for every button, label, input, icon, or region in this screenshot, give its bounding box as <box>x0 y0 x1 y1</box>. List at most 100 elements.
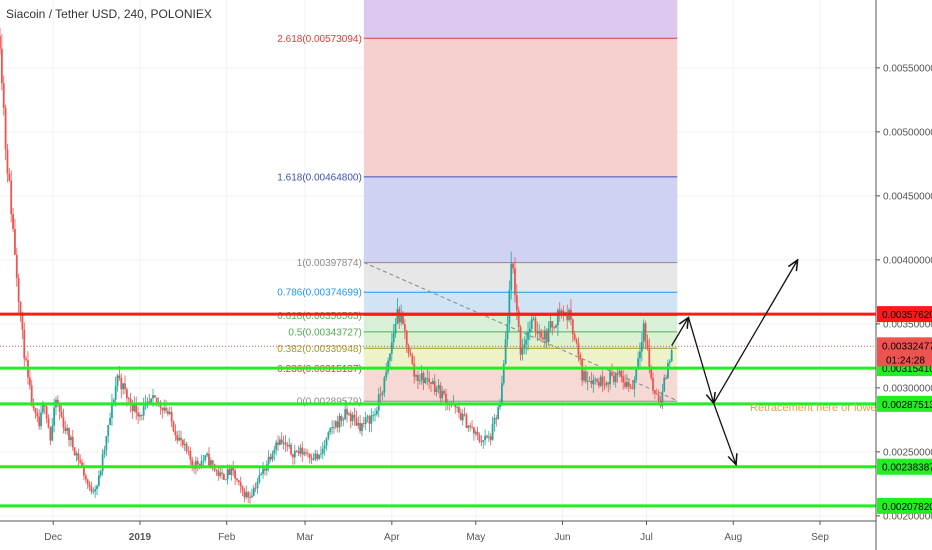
candle-body <box>603 384 606 386</box>
candle-body <box>53 407 56 426</box>
price-tag-bg <box>877 306 932 323</box>
candle-body <box>277 442 279 445</box>
candle-body <box>439 385 442 399</box>
candle-body <box>234 470 236 479</box>
candle-body <box>125 389 128 399</box>
candle-body <box>538 330 541 334</box>
candle-body <box>0 48 3 84</box>
candle-body <box>155 397 158 403</box>
annotation-text: Retracement here or lower <box>750 402 881 414</box>
candle-body <box>596 379 598 382</box>
candle-body <box>178 437 181 441</box>
candle-body <box>368 416 371 424</box>
candle-body <box>40 412 42 427</box>
candle-body <box>361 423 363 432</box>
candle-body <box>293 450 296 458</box>
candle-body <box>655 393 658 395</box>
drawings[interactable]: Retracement here or lower <box>671 260 881 465</box>
candle-body <box>456 407 459 408</box>
candle-body <box>566 312 569 321</box>
candle-body <box>124 383 126 390</box>
candle-body <box>650 369 653 379</box>
fibonacci-retracement[interactable]: 2.618(0.00573094) 1.618(0.00464800) 1(0.00… <box>277 0 678 408</box>
candle-body <box>577 342 580 355</box>
candle-body <box>116 375 119 387</box>
x-tick-label: 2019 <box>129 532 152 543</box>
candle-body <box>428 378 431 383</box>
candle-body <box>476 431 479 436</box>
y-tick-label: 0.00200000 <box>883 511 932 522</box>
candle-body <box>252 487 255 496</box>
candle-body <box>383 377 386 393</box>
candle-body <box>366 416 369 418</box>
candle-body <box>43 405 46 407</box>
candle-body <box>56 399 59 405</box>
candle-body <box>221 472 223 475</box>
candle-body <box>51 425 54 441</box>
candle-body <box>502 363 505 384</box>
candle-body <box>349 413 352 422</box>
candle-body <box>6 149 9 174</box>
candle-body <box>150 398 153 403</box>
candle-body <box>239 482 242 487</box>
candle-body <box>232 466 235 471</box>
candle-body <box>614 374 617 383</box>
candle-body <box>79 460 82 463</box>
candle-body <box>325 438 328 446</box>
price-tag: 0.00315410 <box>882 364 932 375</box>
candle-body <box>19 302 22 315</box>
candle-body <box>66 428 69 431</box>
candle-body <box>338 416 341 428</box>
candle-body <box>575 339 578 343</box>
candle-body <box>540 330 542 338</box>
candle-body <box>30 385 33 406</box>
candle-body <box>183 443 186 446</box>
candle-body <box>320 453 322 455</box>
candle-body <box>267 456 270 465</box>
candle-body <box>445 393 447 405</box>
candle-body <box>70 436 72 441</box>
candle-body <box>644 323 647 341</box>
candle-body <box>441 391 444 399</box>
candle-body <box>198 464 201 466</box>
candle-body <box>536 330 539 334</box>
candle-body <box>407 345 410 354</box>
fib-level-label: 0.5(0.00343727) <box>288 327 361 338</box>
candle-body <box>478 435 481 442</box>
candle-body <box>92 491 95 493</box>
candle-body <box>523 344 526 348</box>
candle-body <box>4 107 7 150</box>
y-tick-label: 0.00300000 <box>883 383 932 394</box>
horizontal-lines[interactable] <box>0 312 876 508</box>
candle-body <box>396 308 399 325</box>
candle-body <box>514 268 516 295</box>
candle-body <box>215 469 218 471</box>
candle-body <box>379 394 382 396</box>
candle-body <box>226 469 229 480</box>
candle-body <box>21 314 24 330</box>
candle-body <box>364 417 367 425</box>
candle-body <box>588 381 591 382</box>
candle-body <box>230 466 233 475</box>
candle-body <box>497 407 500 420</box>
candle-body <box>618 371 621 375</box>
candle-body <box>327 432 330 439</box>
candle-body <box>527 332 529 340</box>
candle-body <box>103 449 106 455</box>
candle-body <box>344 409 347 420</box>
candle-body <box>318 454 320 459</box>
candle-body <box>316 453 319 459</box>
candle-body <box>654 390 656 394</box>
candle-body <box>258 475 261 483</box>
candle-body <box>299 447 302 454</box>
candle-body <box>292 454 294 458</box>
candle-body <box>424 378 427 384</box>
candle-body <box>605 382 608 386</box>
candle-body <box>443 391 445 394</box>
candle-body <box>489 436 492 440</box>
candle-body <box>646 340 649 349</box>
candle-body <box>532 318 535 320</box>
candle-body <box>172 421 175 432</box>
candle-body <box>473 427 475 434</box>
